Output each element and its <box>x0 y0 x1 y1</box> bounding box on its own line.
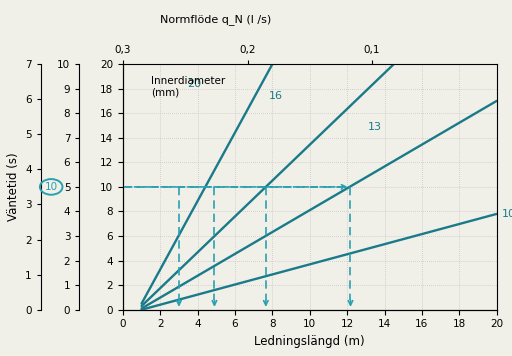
Text: 20: 20 <box>187 79 201 89</box>
Text: 10: 10 <box>502 209 512 219</box>
Text: Innerdiameter
(mm): Innerdiameter (mm) <box>151 77 225 98</box>
Text: 13: 13 <box>368 122 382 132</box>
X-axis label: Ledningslängd (m): Ledningslängd (m) <box>254 335 365 348</box>
Text: Normflöde q_N (l /s): Normflöde q_N (l /s) <box>160 14 271 25</box>
Y-axis label: Väntetid (s): Väntetid (s) <box>7 153 20 221</box>
Text: 16: 16 <box>269 91 283 101</box>
Text: 10: 10 <box>45 182 58 192</box>
